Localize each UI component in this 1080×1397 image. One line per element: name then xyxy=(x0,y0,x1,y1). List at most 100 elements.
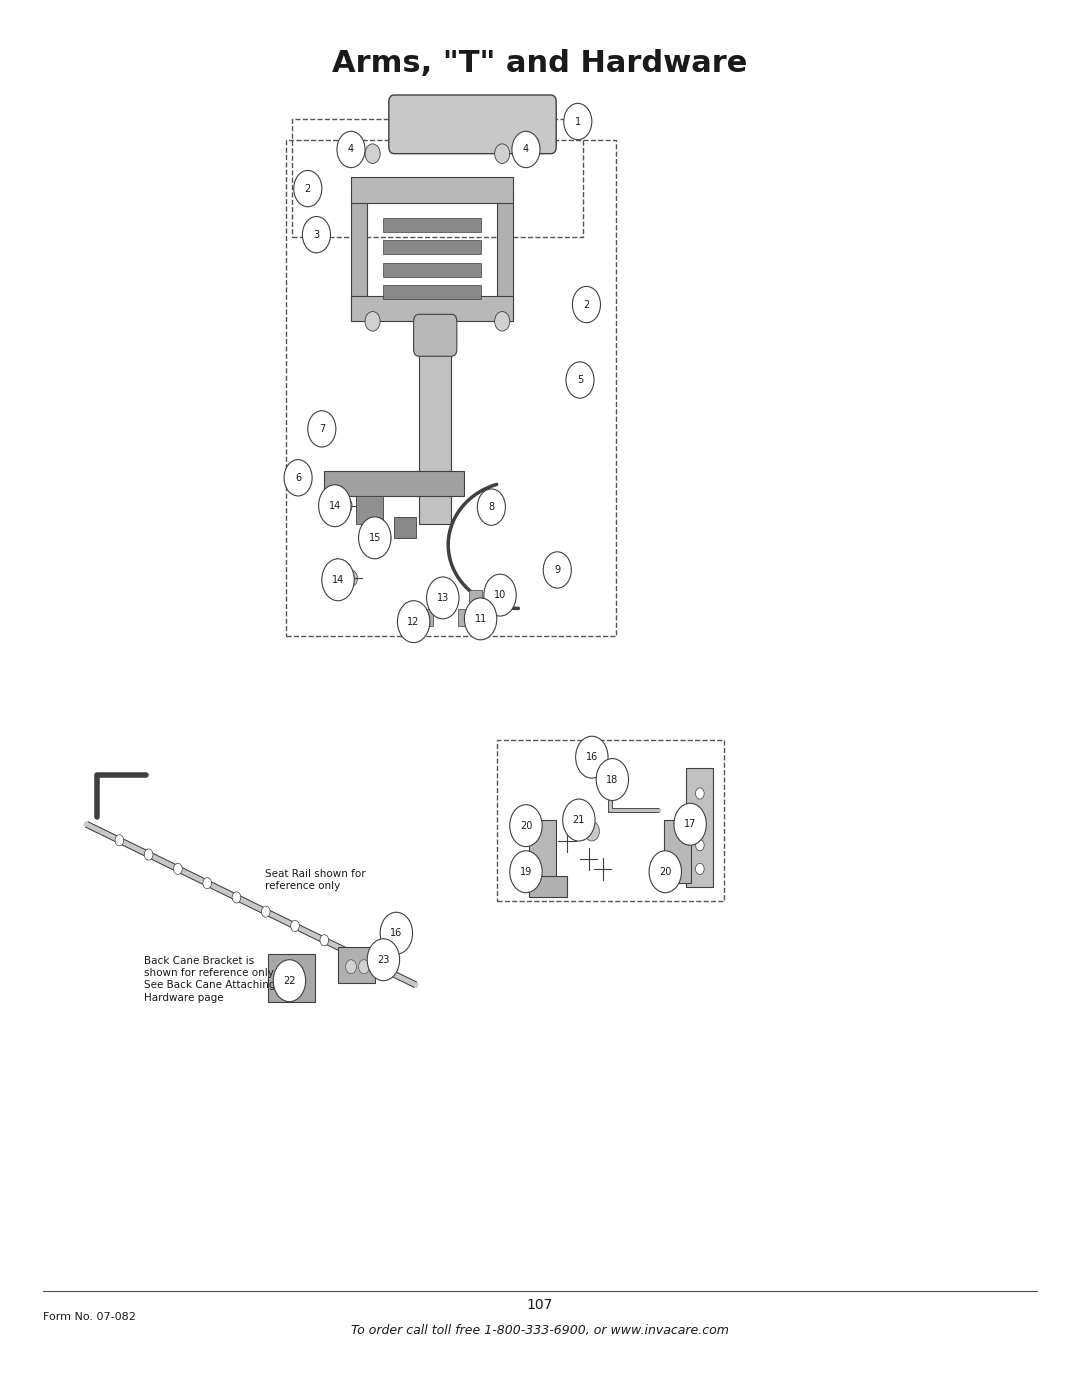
Bar xyxy=(420,609,433,626)
Bar xyxy=(351,196,367,321)
Bar xyxy=(383,285,481,299)
Text: 22: 22 xyxy=(283,975,296,986)
Bar xyxy=(394,517,416,538)
Text: 13: 13 xyxy=(436,592,449,604)
Text: 12: 12 xyxy=(407,616,420,627)
Text: 15: 15 xyxy=(368,532,381,543)
Circle shape xyxy=(584,821,599,841)
Circle shape xyxy=(510,805,542,847)
Circle shape xyxy=(696,812,704,823)
FancyBboxPatch shape xyxy=(338,947,375,983)
Text: 20: 20 xyxy=(519,820,532,831)
Bar xyxy=(442,590,455,606)
Text: 107: 107 xyxy=(527,1298,553,1312)
Circle shape xyxy=(379,964,388,975)
Text: 5: 5 xyxy=(577,374,583,386)
Circle shape xyxy=(346,960,356,974)
Bar xyxy=(356,496,383,524)
Circle shape xyxy=(174,863,183,875)
Circle shape xyxy=(349,949,357,960)
Circle shape xyxy=(359,960,369,974)
Text: 7: 7 xyxy=(319,423,325,434)
Circle shape xyxy=(380,912,413,954)
Circle shape xyxy=(367,939,400,981)
Circle shape xyxy=(543,552,571,588)
FancyBboxPatch shape xyxy=(268,954,315,1002)
Circle shape xyxy=(696,840,704,851)
Text: 4: 4 xyxy=(523,144,529,155)
Circle shape xyxy=(576,736,608,778)
Text: Arms, "T" and Hardware: Arms, "T" and Hardware xyxy=(333,49,747,78)
Bar xyxy=(351,296,513,321)
Circle shape xyxy=(337,131,365,168)
Circle shape xyxy=(495,312,510,331)
Circle shape xyxy=(649,851,681,893)
Circle shape xyxy=(564,103,592,140)
Circle shape xyxy=(477,489,505,525)
Text: 19: 19 xyxy=(519,866,532,877)
Circle shape xyxy=(696,863,704,875)
Bar xyxy=(324,471,464,496)
Circle shape xyxy=(308,411,336,447)
Circle shape xyxy=(512,131,540,168)
Bar xyxy=(383,263,481,277)
Bar xyxy=(383,240,481,254)
Bar xyxy=(497,196,513,321)
Bar xyxy=(458,609,471,626)
Text: 14: 14 xyxy=(328,500,341,511)
Text: 3: 3 xyxy=(313,229,320,240)
Text: To order call toll free 1-800-333-6900, or www.invacare.com: To order call toll free 1-800-333-6900, … xyxy=(351,1324,729,1337)
Bar xyxy=(529,820,556,883)
Bar xyxy=(383,218,481,232)
Text: 9: 9 xyxy=(554,564,561,576)
Circle shape xyxy=(203,877,212,888)
Circle shape xyxy=(365,312,380,331)
Text: 4: 4 xyxy=(348,144,354,155)
Bar xyxy=(419,321,451,524)
Text: 23: 23 xyxy=(377,954,390,965)
Circle shape xyxy=(484,574,516,616)
Text: 21: 21 xyxy=(572,814,585,826)
Text: Back Cane Bracket is
shown for reference only.
See Back Cane Attaching
Hardware : Back Cane Bracket is shown for reference… xyxy=(144,956,275,1003)
Circle shape xyxy=(365,144,380,163)
Circle shape xyxy=(427,577,459,619)
Circle shape xyxy=(572,286,600,323)
Circle shape xyxy=(566,362,594,398)
Text: 18: 18 xyxy=(606,774,619,785)
Circle shape xyxy=(291,921,299,932)
FancyBboxPatch shape xyxy=(414,314,457,356)
Text: 2: 2 xyxy=(583,299,590,310)
Bar xyxy=(351,177,513,203)
Circle shape xyxy=(510,851,542,893)
Text: 2: 2 xyxy=(305,183,311,194)
Circle shape xyxy=(294,170,322,207)
Circle shape xyxy=(319,485,351,527)
Text: Form No. 07-082: Form No. 07-082 xyxy=(43,1312,136,1322)
Bar xyxy=(686,768,713,887)
Bar xyxy=(664,820,691,883)
Text: 16: 16 xyxy=(390,928,403,939)
Circle shape xyxy=(232,891,241,902)
Text: 8: 8 xyxy=(488,502,495,513)
Text: 16: 16 xyxy=(585,752,598,763)
Circle shape xyxy=(116,835,123,847)
Bar xyxy=(529,876,567,897)
Circle shape xyxy=(261,907,270,918)
Circle shape xyxy=(596,759,629,800)
Circle shape xyxy=(320,935,328,946)
Circle shape xyxy=(570,807,585,827)
Circle shape xyxy=(284,460,312,496)
Text: 1: 1 xyxy=(575,116,581,127)
Text: 11: 11 xyxy=(474,613,487,624)
Text: 14: 14 xyxy=(332,574,345,585)
Circle shape xyxy=(345,570,357,587)
Circle shape xyxy=(322,559,354,601)
Circle shape xyxy=(359,517,391,559)
Circle shape xyxy=(674,803,706,845)
Circle shape xyxy=(339,497,352,514)
Circle shape xyxy=(145,849,153,861)
Circle shape xyxy=(464,598,497,640)
Bar xyxy=(469,590,482,606)
Circle shape xyxy=(376,528,391,548)
Text: Seat Rail shown for
reference only: Seat Rail shown for reference only xyxy=(265,869,365,891)
